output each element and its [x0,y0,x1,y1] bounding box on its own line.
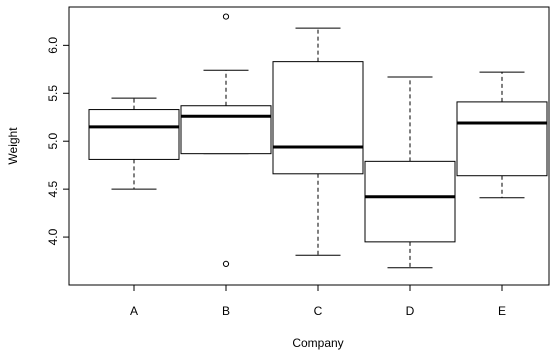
iqr-box [180,105,272,155]
y-axis-label: Weight [6,127,20,165]
box-a [88,97,180,190]
y-tick-label: 5.0 [46,133,60,150]
iqr-box [456,101,548,177]
box-b [180,13,272,268]
y-tick-label: 5.5 [46,85,60,102]
x-tick-label: E [498,304,506,318]
box-d [364,76,456,269]
iqr-box [364,160,456,243]
plot-frame [68,6,550,286]
x-axis-label: Company [292,336,343,350]
x-tick-label: A [130,304,138,318]
y-tick-label: 4.0 [46,228,60,245]
outlier-point [222,13,230,20]
y-axis: 4.0 4.5 5.0 5.5 6.0 [46,37,69,245]
x-tick-label: C [314,304,323,318]
x-tick-label: D [406,304,415,318]
box-e [456,71,548,199]
x-tick-label: B [222,304,230,318]
iqr-box [272,61,364,175]
x-axis: A B C D E [130,285,506,318]
plot-area [68,6,550,286]
box-c [272,27,364,256]
outlier-point [222,260,230,268]
y-tick-label: 6.0 [46,37,60,54]
y-tick-label: 4.5 [46,180,60,197]
iqr-box [88,109,180,160]
